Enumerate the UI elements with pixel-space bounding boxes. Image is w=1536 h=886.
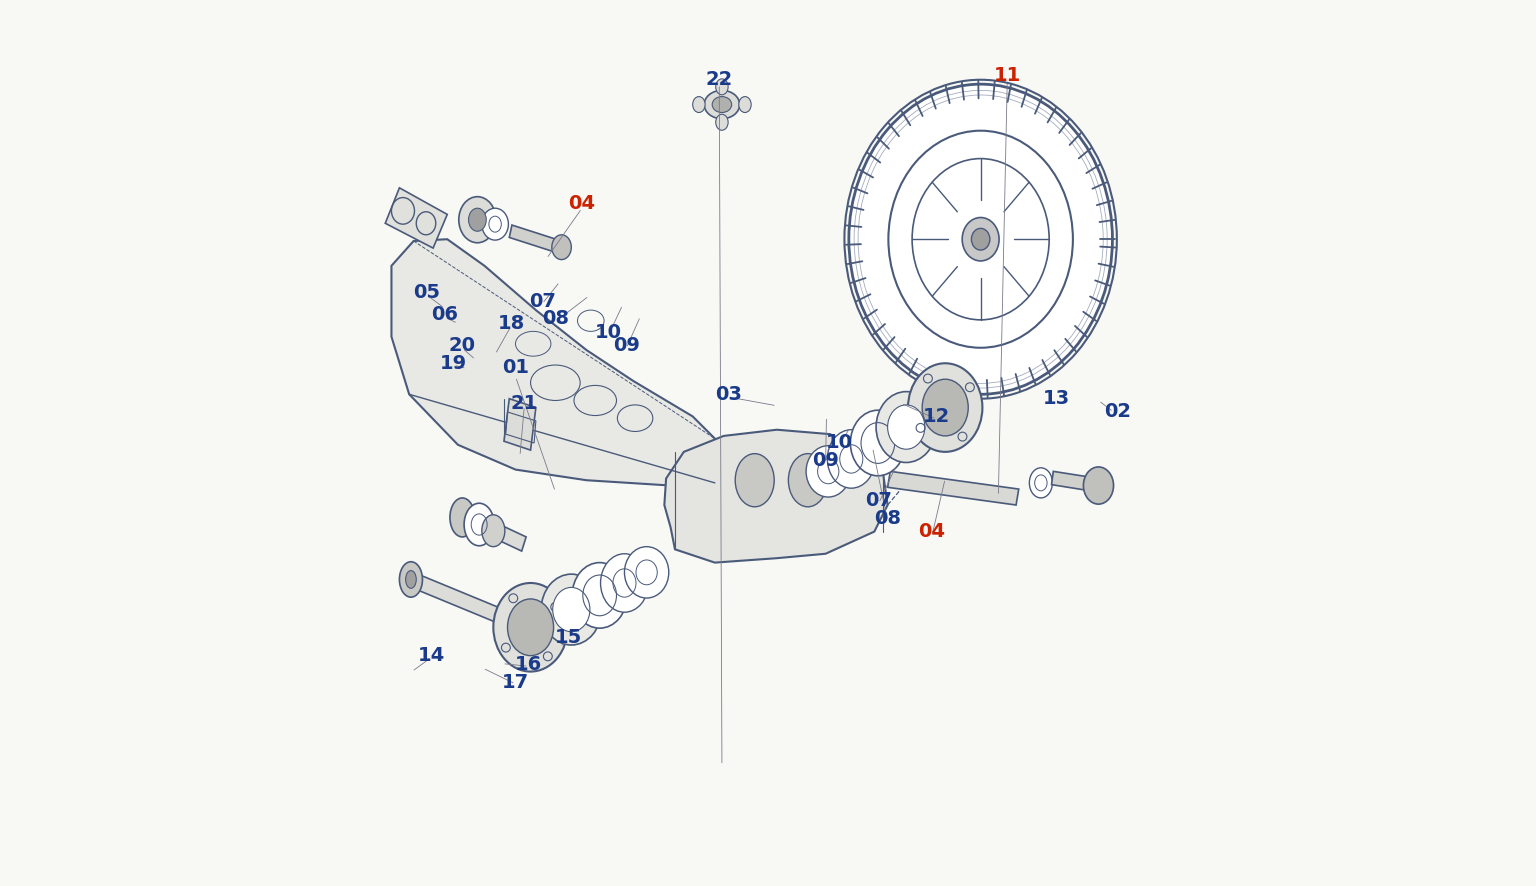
Ellipse shape	[541, 574, 602, 645]
Text: 15: 15	[554, 628, 582, 648]
Ellipse shape	[468, 208, 487, 231]
Ellipse shape	[716, 79, 728, 95]
Text: 07: 07	[528, 291, 556, 311]
Text: 08: 08	[874, 509, 902, 528]
Text: 07: 07	[865, 491, 892, 510]
Text: 21: 21	[511, 393, 538, 413]
Text: 14: 14	[418, 646, 445, 665]
Polygon shape	[504, 399, 536, 450]
Ellipse shape	[713, 97, 731, 113]
Ellipse shape	[736, 454, 774, 507]
Ellipse shape	[493, 583, 568, 672]
Ellipse shape	[693, 97, 705, 113]
Ellipse shape	[962, 218, 998, 261]
Ellipse shape	[828, 430, 876, 488]
Ellipse shape	[459, 197, 496, 243]
Text: 08: 08	[542, 309, 568, 329]
Text: 13: 13	[1043, 389, 1069, 408]
Ellipse shape	[553, 587, 590, 632]
Text: 06: 06	[432, 305, 458, 324]
Text: 02: 02	[1104, 402, 1132, 422]
Ellipse shape	[908, 363, 983, 452]
Ellipse shape	[888, 131, 1072, 348]
Polygon shape	[510, 225, 562, 253]
Ellipse shape	[406, 571, 416, 588]
Text: 05: 05	[413, 283, 441, 302]
Polygon shape	[386, 188, 447, 248]
Ellipse shape	[922, 379, 968, 436]
Text: 17: 17	[502, 672, 528, 692]
Ellipse shape	[876, 392, 937, 462]
Ellipse shape	[788, 454, 828, 507]
Ellipse shape	[971, 229, 989, 250]
Ellipse shape	[888, 405, 925, 449]
Polygon shape	[1052, 471, 1098, 492]
Text: 09: 09	[813, 451, 839, 470]
Ellipse shape	[464, 503, 495, 546]
Text: 18: 18	[498, 314, 525, 333]
Text: 04: 04	[919, 522, 946, 541]
Text: 09: 09	[613, 336, 639, 355]
Ellipse shape	[912, 159, 1049, 320]
Ellipse shape	[551, 235, 571, 260]
Polygon shape	[465, 510, 527, 551]
Ellipse shape	[849, 84, 1112, 394]
Text: 03: 03	[714, 385, 742, 404]
Ellipse shape	[703, 90, 740, 119]
Ellipse shape	[399, 562, 422, 597]
Text: 12: 12	[923, 407, 949, 426]
Ellipse shape	[1029, 468, 1052, 498]
Text: 22: 22	[705, 70, 733, 89]
Text: 01: 01	[502, 358, 528, 377]
Ellipse shape	[851, 410, 905, 476]
Polygon shape	[665, 430, 888, 563]
Ellipse shape	[482, 208, 508, 240]
Polygon shape	[409, 572, 499, 622]
Ellipse shape	[482, 515, 505, 547]
Text: 19: 19	[439, 354, 467, 373]
Ellipse shape	[601, 554, 648, 612]
Ellipse shape	[573, 563, 627, 628]
Ellipse shape	[507, 599, 553, 656]
Polygon shape	[888, 471, 1018, 505]
Text: 10: 10	[825, 433, 852, 453]
Ellipse shape	[739, 97, 751, 113]
Ellipse shape	[1083, 467, 1114, 504]
Ellipse shape	[716, 114, 728, 130]
Ellipse shape	[450, 498, 475, 537]
Polygon shape	[392, 239, 722, 486]
Text: 11: 11	[994, 66, 1021, 85]
Ellipse shape	[806, 446, 851, 497]
Text: 16: 16	[515, 655, 542, 674]
Text: 20: 20	[449, 336, 476, 355]
Text: 10: 10	[594, 323, 622, 342]
Ellipse shape	[625, 547, 668, 598]
Text: 04: 04	[568, 194, 596, 214]
